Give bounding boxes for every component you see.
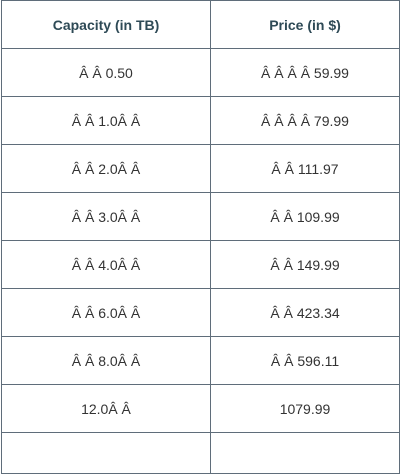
price-cell: Â Â 596.11 bbox=[210, 336, 400, 385]
capacity-cell: Â Â 6.0Â Â bbox=[1, 288, 211, 337]
price-cell bbox=[210, 432, 400, 474]
price-cell: Â Â 111.97 bbox=[210, 144, 400, 193]
capacity-cell: Â Â 3.0Â Â bbox=[1, 192, 211, 241]
capacity-cell: Â Â 4.0Â Â bbox=[1, 240, 211, 289]
table-row: 12.0Â Â 1079.99 bbox=[1, 384, 400, 433]
table-row: Â Â 3.0Â Â Â Â 109.99 bbox=[1, 192, 400, 241]
table-row: Â Â 6.0Â Â Â Â 423.34 bbox=[1, 288, 400, 337]
capacity-cell: Â Â 8.0Â Â bbox=[1, 336, 211, 385]
price-cell: Â Â 149.99 bbox=[210, 240, 400, 289]
capacity-cell bbox=[1, 432, 211, 474]
table-row: Â Â 0.50 Â Â Â Â 59.99 bbox=[1, 48, 400, 97]
table-row: Â Â 8.0Â Â Â Â 596.11 bbox=[1, 336, 400, 385]
table-row: Â Â 2.0Â Â Â Â 111.97 bbox=[1, 144, 400, 193]
header-row: Capacity (in TB) Price (in $) bbox=[1, 0, 400, 49]
price-cell: 1079.99 bbox=[210, 384, 400, 433]
table-row bbox=[1, 432, 400, 474]
capacity-cell: Â Â 2.0Â Â bbox=[1, 144, 211, 193]
capacity-cell: 12.0Â Â bbox=[1, 384, 211, 433]
price-cell: Â Â 109.99 bbox=[210, 192, 400, 241]
capacity-cell: Â Â 0.50 bbox=[1, 48, 211, 97]
table-row: Â Â 4.0Â Â Â Â 149.99 bbox=[1, 240, 400, 289]
price-header: Price (in $) bbox=[210, 0, 400, 49]
price-cell: Â Â 423.34 bbox=[210, 288, 400, 337]
capacity-header: Capacity (in TB) bbox=[1, 0, 211, 49]
table-row: Â Â 1.0Â Â Â Â Â Â 79.99 bbox=[1, 96, 400, 145]
price-cell: Â Â Â Â 79.99 bbox=[210, 96, 400, 145]
price-cell: Â Â Â Â 59.99 bbox=[210, 48, 400, 97]
capacity-cell: Â Â 1.0Â Â bbox=[1, 96, 211, 145]
